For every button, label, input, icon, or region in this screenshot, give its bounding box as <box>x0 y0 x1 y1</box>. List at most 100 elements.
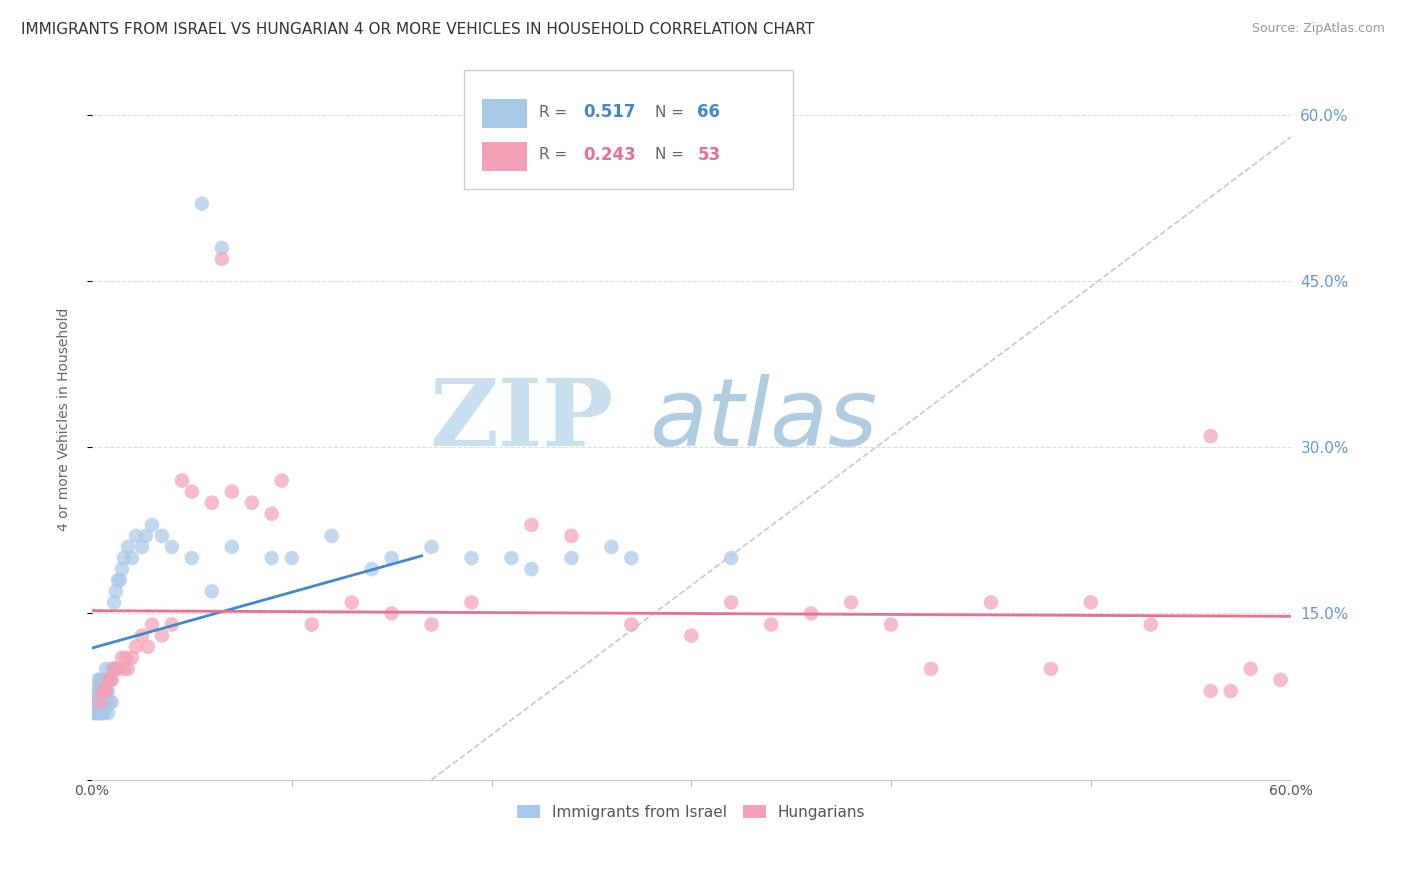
Point <box>131 629 153 643</box>
Point <box>103 662 125 676</box>
Point <box>87 695 110 709</box>
Point <box>980 595 1002 609</box>
Legend: Immigrants from Israel, Hungarians: Immigrants from Israel, Hungarians <box>512 798 872 826</box>
Text: 53: 53 <box>697 145 720 163</box>
Point <box>97 673 120 687</box>
Text: 66: 66 <box>697 103 720 121</box>
Point <box>880 617 903 632</box>
Point <box>103 595 125 609</box>
Point <box>91 673 114 687</box>
Point <box>89 684 111 698</box>
Point <box>560 529 582 543</box>
Point <box>381 551 404 566</box>
Point <box>460 595 482 609</box>
Point <box>125 529 148 543</box>
Point <box>98 695 121 709</box>
Point <box>101 695 124 709</box>
Point <box>84 695 107 709</box>
FancyBboxPatch shape <box>481 143 527 171</box>
Point <box>115 650 138 665</box>
Point <box>87 673 110 687</box>
Point <box>1139 617 1161 632</box>
Point <box>87 684 110 698</box>
Point <box>420 617 443 632</box>
Point <box>620 551 643 566</box>
FancyBboxPatch shape <box>464 70 793 189</box>
Point <box>125 640 148 654</box>
Point <box>281 551 304 566</box>
Point <box>1199 684 1222 698</box>
Point <box>270 474 292 488</box>
Point <box>98 673 121 687</box>
Point <box>150 629 173 643</box>
Point <box>93 684 115 698</box>
Point <box>93 706 115 720</box>
Point <box>720 551 742 566</box>
Point <box>160 617 183 632</box>
Point <box>112 551 135 566</box>
Point <box>94 695 117 709</box>
Y-axis label: 4 or more Vehicles in Household: 4 or more Vehicles in Household <box>58 308 72 532</box>
Point <box>681 629 703 643</box>
Point <box>89 706 111 720</box>
Point <box>91 684 114 698</box>
Text: N =: N = <box>655 147 689 162</box>
Point <box>800 607 823 621</box>
Point <box>136 640 159 654</box>
Point <box>321 529 343 543</box>
Point <box>117 540 139 554</box>
Point <box>84 684 107 698</box>
Point <box>84 695 107 709</box>
Point <box>135 529 157 543</box>
Point <box>93 695 115 709</box>
Point <box>121 551 143 566</box>
Point <box>94 684 117 698</box>
Point <box>141 517 163 532</box>
Point <box>360 562 382 576</box>
Point <box>89 695 111 709</box>
Point <box>94 662 117 676</box>
Text: atlas: atlas <box>650 374 877 465</box>
Point <box>97 706 120 720</box>
Point <box>93 673 115 687</box>
Point <box>101 662 124 676</box>
Point <box>150 529 173 543</box>
Point <box>121 650 143 665</box>
Text: R =: R = <box>538 104 572 120</box>
Point <box>201 496 224 510</box>
Point <box>839 595 862 609</box>
Point <box>160 540 183 554</box>
Point <box>131 540 153 554</box>
Point <box>1219 684 1241 698</box>
FancyBboxPatch shape <box>481 99 527 128</box>
Point <box>560 551 582 566</box>
Text: 0.243: 0.243 <box>583 145 636 163</box>
Point <box>91 695 114 709</box>
Point <box>1080 595 1102 609</box>
Point <box>91 684 114 698</box>
Point <box>141 617 163 632</box>
Point <box>191 196 214 211</box>
Point <box>520 562 543 576</box>
Point <box>87 706 110 720</box>
Point <box>240 496 263 510</box>
Point <box>112 662 135 676</box>
Text: Source: ZipAtlas.com: Source: ZipAtlas.com <box>1251 22 1385 36</box>
Point <box>260 551 283 566</box>
Point <box>111 562 134 576</box>
Point <box>107 662 129 676</box>
Point <box>117 662 139 676</box>
Point <box>89 695 111 709</box>
Point <box>104 584 127 599</box>
Point <box>340 595 363 609</box>
Point <box>761 617 783 632</box>
Point <box>98 673 121 687</box>
Point <box>180 484 202 499</box>
Point <box>83 706 105 720</box>
Point <box>720 595 742 609</box>
Point <box>620 617 643 632</box>
Point <box>1240 662 1263 676</box>
Text: 0.517: 0.517 <box>583 103 636 121</box>
Point <box>111 650 134 665</box>
Point <box>211 252 233 266</box>
